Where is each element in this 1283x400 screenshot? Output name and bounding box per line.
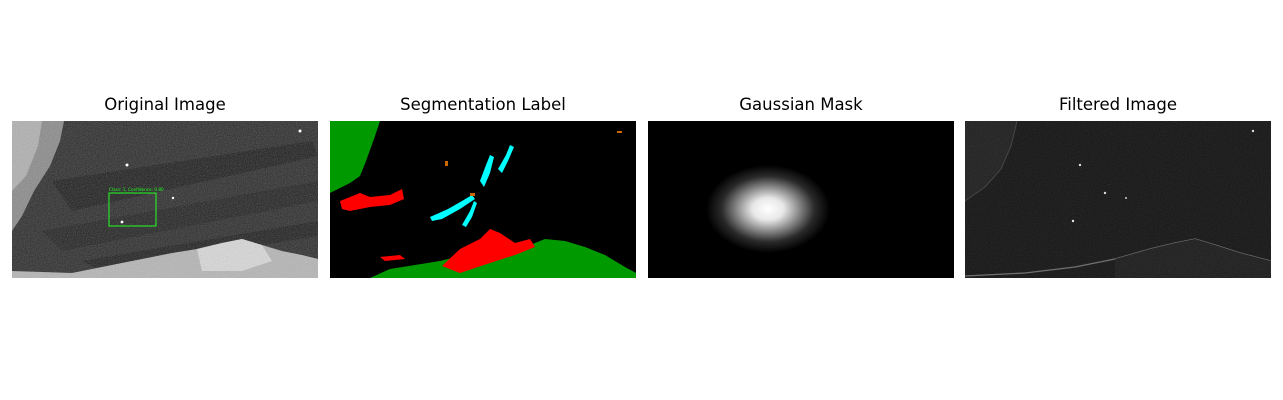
detection-box — [108, 192, 157, 227]
original-image: Class: 1, Confidence: 0.80 — [12, 121, 318, 278]
filtered-image — [965, 121, 1271, 278]
panel-title-original: Original Image — [104, 95, 226, 114]
detection-label: Class: 1, Confidence: 0.80 — [109, 187, 164, 192]
gaussian-mask-image — [648, 121, 954, 278]
panel-title-gaussian: Gaussian Mask — [739, 95, 863, 114]
panel-title-segmentation: Segmentation Label — [400, 95, 566, 114]
segmentation-label-image — [330, 121, 636, 278]
panel-title-filtered: Filtered Image — [1058, 95, 1178, 114]
